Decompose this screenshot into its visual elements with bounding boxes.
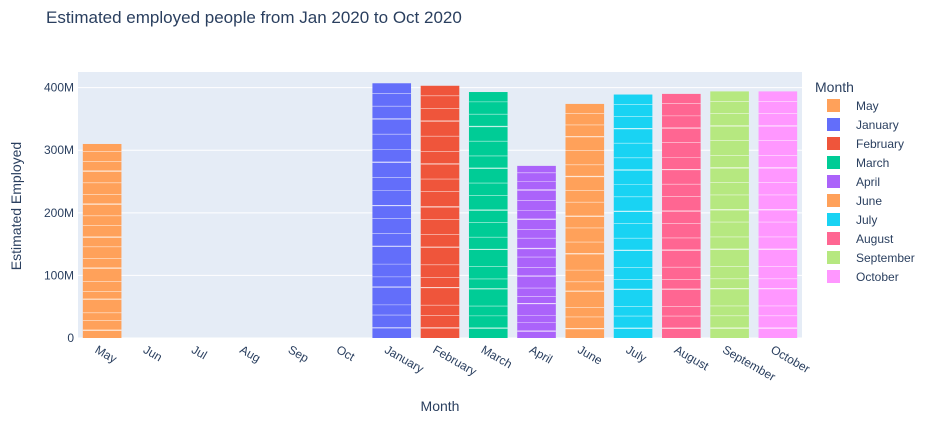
legend-label-april[interactable]: April bbox=[856, 175, 880, 189]
legend-label-august[interactable]: August bbox=[856, 232, 894, 246]
x-tick-label-january: January bbox=[382, 342, 426, 375]
y-tick-label-1: 100M bbox=[44, 268, 74, 282]
y-tick-label-0: 0 bbox=[67, 331, 74, 345]
legend-label-january[interactable]: January bbox=[856, 118, 899, 132]
legend-swatch-october[interactable] bbox=[827, 270, 840, 283]
x-tick-label-march: March bbox=[479, 342, 515, 371]
y-tick-label-3: 300M bbox=[44, 143, 74, 157]
legend-swatch-february[interactable] bbox=[827, 137, 840, 150]
x-tick-label-may: May bbox=[93, 342, 120, 365]
legend-swatch-july[interactable] bbox=[827, 213, 840, 226]
bar-january[interactable] bbox=[372, 83, 412, 338]
chart-title: Estimated employed people from Jan 2020 … bbox=[46, 8, 462, 27]
legend-label-september[interactable]: September bbox=[856, 251, 915, 265]
legend-swatch-june[interactable] bbox=[827, 194, 840, 207]
x-axis-label: Month bbox=[421, 398, 460, 414]
bar-october[interactable] bbox=[758, 91, 798, 339]
bar-july[interactable] bbox=[613, 94, 653, 338]
bar-march[interactable] bbox=[468, 92, 508, 339]
bars bbox=[82, 83, 798, 339]
x-tick-label-september: September bbox=[720, 342, 778, 383]
x-tick-label-july: July bbox=[624, 342, 649, 365]
legend-label-june[interactable]: June bbox=[856, 194, 882, 208]
legend-swatch-january[interactable] bbox=[827, 118, 840, 131]
legend-swatch-august[interactable] bbox=[827, 232, 840, 245]
legend-swatch-march[interactable] bbox=[827, 156, 840, 169]
legend-label-march[interactable]: March bbox=[856, 156, 889, 170]
bar-august[interactable] bbox=[662, 93, 701, 338]
y-tick-label-4: 400M bbox=[44, 81, 74, 95]
x-tick-label-jul: Jul bbox=[189, 342, 209, 362]
x-tick-label-sep: Sep bbox=[286, 342, 312, 365]
x-tick-label-august: August bbox=[672, 342, 712, 373]
y-tick-label-2: 200M bbox=[44, 206, 74, 220]
legend-label-october[interactable]: October bbox=[856, 270, 899, 284]
x-axis-ticks: May Jun Jul Aug Sep Oct January February March Ap… bbox=[93, 342, 813, 383]
y-axis-label: Estimated Employed bbox=[8, 142, 24, 270]
x-tick-label-june: June bbox=[575, 342, 605, 367]
bar-may[interactable] bbox=[82, 143, 122, 338]
bar-september[interactable] bbox=[710, 91, 749, 339]
bar-june[interactable] bbox=[565, 103, 605, 338]
legend-label-february[interactable]: February bbox=[856, 137, 904, 151]
legend-label-may[interactable]: May bbox=[856, 99, 879, 113]
legend-label-july[interactable]: July bbox=[856, 213, 877, 227]
legend-swatch-september[interactable] bbox=[827, 251, 840, 264]
y-axis-ticks: 0 100M 200M 300M 400M bbox=[44, 81, 74, 345]
bar-february[interactable] bbox=[420, 85, 460, 338]
x-tick-label-jun: Jun bbox=[141, 342, 165, 364]
legend-title: Month bbox=[815, 79, 854, 95]
legend-swatch-may[interactable] bbox=[827, 99, 840, 112]
x-tick-label-february: February bbox=[431, 342, 480, 378]
legend-swatch-april[interactable] bbox=[827, 175, 840, 188]
x-tick-label-oct: Oct bbox=[334, 342, 358, 364]
x-tick-label-april: April bbox=[527, 342, 555, 366]
legend[interactable]: Month May January February March April June Ju… bbox=[815, 79, 915, 284]
x-tick-label-aug: Aug bbox=[237, 342, 262, 365]
bar-april[interactable] bbox=[517, 165, 556, 338]
